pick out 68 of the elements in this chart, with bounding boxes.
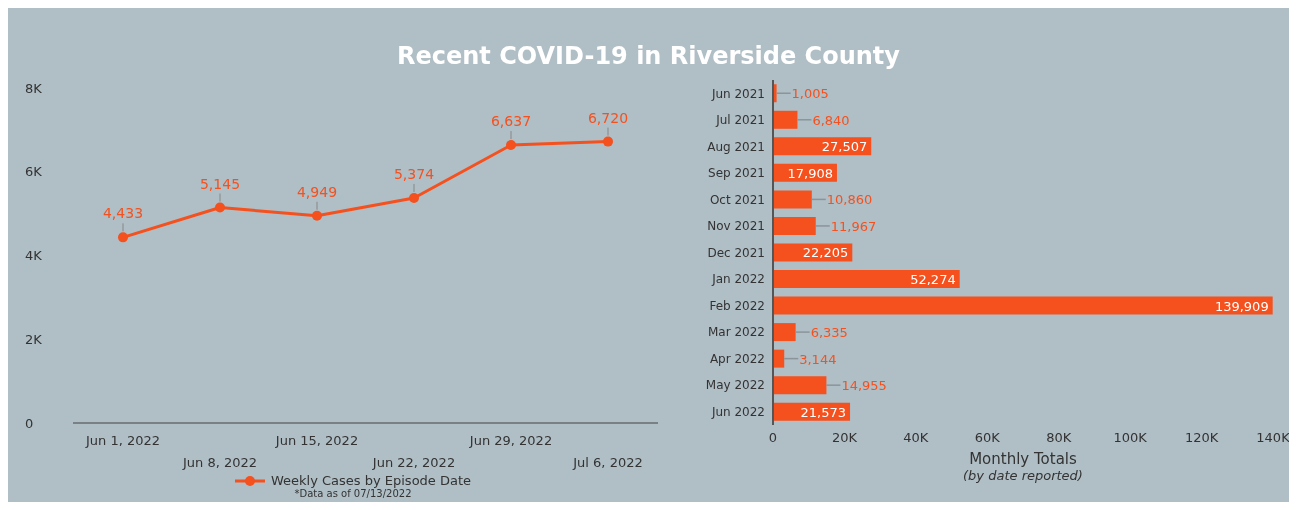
bar [773, 190, 812, 209]
y-tick-label: Jan 2022 [711, 272, 765, 287]
data-label: 10,860 [826, 192, 873, 208]
data-label: 1,005 [791, 86, 829, 102]
x-tick-label: 0 [768, 430, 778, 446]
bar [773, 323, 796, 342]
x-tick-label: 80K [1046, 430, 1072, 446]
x-tick-label: 100K [1113, 430, 1148, 446]
x-tick-label: 120K [1184, 430, 1219, 446]
data-label: 6,720 [587, 109, 629, 126]
bar [773, 216, 816, 235]
point [312, 210, 322, 221]
y-tick-label: Jun 2021 [710, 86, 765, 101]
text: (by date reported) [962, 468, 1084, 483]
chart-title: Recent COVID-19 in Riverside County [396, 42, 901, 70]
y-tick-label: Oct 2021 [709, 192, 765, 207]
legend-label: Weekly Cases by Episode Date [270, 473, 472, 488]
x-tick-label: Jun 15, 2022 [274, 433, 359, 448]
data-label: 22,205 [802, 245, 849, 261]
bar [773, 110, 798, 129]
point [409, 192, 419, 203]
data-label: 11,967 [830, 218, 877, 234]
point [603, 136, 613, 147]
data-label: 17,908 [787, 165, 833, 181]
y-tick-label: Mar 2022 [708, 325, 765, 340]
data-label: 3,144 [799, 351, 837, 367]
data-label: 6,840 [812, 112, 850, 128]
text: *Data as of 07/13/2022 [293, 488, 413, 499]
y-tick-label: 0 [25, 415, 34, 431]
y-tick-label: Aug 2021 [707, 139, 765, 154]
y-tick-label: Jul 2021 [715, 113, 765, 128]
point [118, 232, 128, 243]
data-label: 139,909 [1214, 298, 1269, 314]
x-tick-label: 40K [903, 430, 929, 446]
data-label: 14,955 [841, 378, 887, 394]
data-label: 6,637 [490, 113, 532, 130]
data-label: 5,374 [393, 165, 435, 182]
x-tick-label: 60K [974, 430, 1001, 446]
data-label: 27,507 [821, 139, 868, 155]
bar [773, 270, 960, 289]
x-tick-label: Jun 29, 2022 [468, 433, 553, 448]
y-tick-label: Feb 2022 [709, 298, 765, 313]
bar [773, 296, 1273, 315]
y-tick-label: Sep 2021 [708, 166, 765, 181]
data-label: 4,433 [102, 205, 144, 222]
data-label: 52,274 [910, 272, 956, 288]
x-tick-label: Jul 6, 2022 [572, 455, 643, 470]
x-tick-label: Jun 22, 2022 [371, 455, 456, 470]
y-tick-label: 8K [25, 80, 43, 96]
y-tick-label: Apr 2022 [709, 351, 765, 366]
data-label: 6,335 [810, 325, 848, 341]
y-tick-label: 2K [25, 331, 43, 347]
y-tick-label: May 2022 [705, 378, 765, 393]
x-tick-label: Jun 1, 2022 [84, 433, 161, 448]
y-tick-label: Nov 2021 [707, 219, 765, 234]
x-tick-label: 20K [831, 430, 858, 446]
y-tick-label: Dec 2021 [707, 245, 765, 260]
y-tick-label: 6K [25, 164, 43, 180]
x-tick-label: Jun 8, 2022 [181, 455, 258, 470]
point [215, 202, 225, 213]
data-label: 5,145 [199, 175, 241, 192]
y-tick-label: 4K [25, 248, 43, 264]
bar [773, 376, 827, 395]
x-axis-title: Monthly Totals [968, 450, 1078, 468]
y-tick-label: Jun 2022 [710, 404, 765, 419]
data-label: 21,573 [800, 404, 847, 420]
point [506, 140, 516, 151]
data-label: 4,949 [296, 183, 338, 200]
